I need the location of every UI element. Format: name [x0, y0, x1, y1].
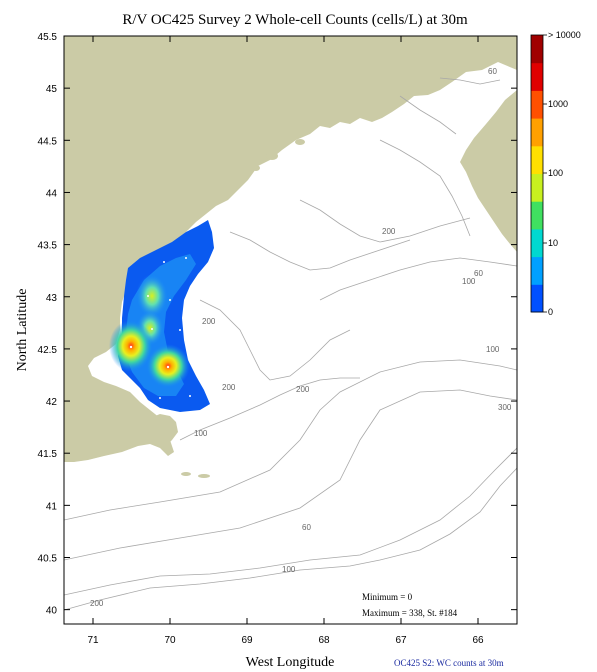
svg-text:100: 100 — [282, 565, 296, 574]
y-tick-label: 41 — [46, 501, 58, 512]
colorbar-tick-label: 100 — [548, 168, 563, 178]
y-tick-label: 40 — [46, 606, 58, 617]
colorbar-tick-label: > 10000 — [548, 30, 581, 40]
y-tick-label: 43 — [46, 293, 58, 304]
x-tick-label: 71 — [87, 635, 99, 646]
y-tick-label: 45.5 — [38, 32, 58, 43]
svg-text:200: 200 — [90, 599, 104, 608]
bathymetry-contours — [64, 77, 517, 611]
colorbar-segment — [531, 90, 543, 119]
land-mainland-north — [64, 36, 517, 462]
figure-credit: OC425 S2: WC counts at 30m — [394, 658, 504, 668]
x-tick-label: 70 — [164, 635, 176, 646]
svg-text:200: 200 — [296, 385, 310, 394]
y-tick-label: 45 — [46, 84, 58, 95]
y-tick-label: 42.5 — [38, 345, 58, 356]
land-cape-cod — [150, 414, 178, 446]
colorbar-tick-label: 1000 — [548, 99, 568, 109]
y-tick-label: 42 — [46, 397, 58, 408]
svg-text:60: 60 — [302, 523, 311, 532]
colorbar-segment — [531, 35, 543, 64]
x-axis-label: West Longitude — [246, 655, 335, 670]
x-tick-label: 66 — [472, 635, 484, 646]
svg-text:200: 200 — [222, 383, 236, 392]
colorbar-segment — [531, 62, 543, 91]
cell-count-field — [109, 220, 214, 412]
colorbar-ticks: 0 10 100 1000 > 10000 — [543, 30, 581, 317]
minimum-stat: Minimum = 0 — [362, 592, 413, 602]
y-tick-label: 40.5 — [38, 554, 58, 565]
colorbar-tick-label: 0 — [548, 307, 553, 317]
x-tick-label: 69 — [241, 635, 253, 646]
colorbar-segment — [531, 201, 543, 230]
svg-text:60: 60 — [474, 269, 483, 278]
svg-text:300: 300 — [498, 403, 512, 412]
colorbar: 0 10 100 1000 > 10000 — [530, 30, 581, 317]
y-tick-label: 44.5 — [38, 136, 58, 147]
map-title: R/V OC425 Survey 2 Whole-cell Counts (ce… — [122, 12, 468, 28]
y-axis-label: North Latitude — [15, 289, 30, 372]
svg-text:100: 100 — [486, 345, 500, 354]
colorbar-segment — [531, 284, 543, 313]
maximum-stat: Maximum = 338, St. #184 — [362, 608, 458, 618]
y-tick-label: 41.5 — [38, 449, 58, 460]
contour-label-group: 60 100 200 200 200 200 100 100 60 300 60… — [90, 67, 512, 608]
y-tick-label: 44 — [46, 188, 58, 199]
x-axis: 71 70 69 68 67 66 — [87, 36, 484, 646]
colorbar-segment — [531, 228, 543, 258]
y-axis: 45.5 45 44.5 44 43.5 43 42.5 42 41.5 41 40.5 40 — [38, 32, 517, 617]
svg-text:200: 200 — [202, 317, 216, 326]
x-tick-label: 67 — [395, 635, 407, 646]
hotspot-north — [136, 274, 168, 318]
colorbar-frame — [530, 34, 544, 313]
x-tick-label: 68 — [318, 635, 330, 646]
svg-text:100: 100 — [194, 429, 208, 438]
land-nova-scotia — [460, 90, 517, 252]
colorbar-tick-label: 10 — [548, 238, 558, 248]
svg-text:200: 200 — [382, 227, 396, 236]
colorbar-segment — [531, 173, 543, 202]
colorbar-segment — [531, 256, 543, 285]
colorbar-segment — [531, 118, 543, 147]
y-tick-label: 43.5 — [38, 241, 58, 252]
svg-text:60: 60 — [488, 67, 497, 76]
station-markers — [129, 257, 191, 399]
colorbar-segment — [531, 145, 543, 174]
svg-text:100: 100 — [462, 277, 476, 286]
map-frame — [63, 35, 518, 625]
colorbar-segments — [531, 35, 543, 313]
map-panel: 60 100 200 200 200 200 100 100 60 300 60… — [63, 35, 518, 625]
land-islands — [181, 139, 305, 478]
